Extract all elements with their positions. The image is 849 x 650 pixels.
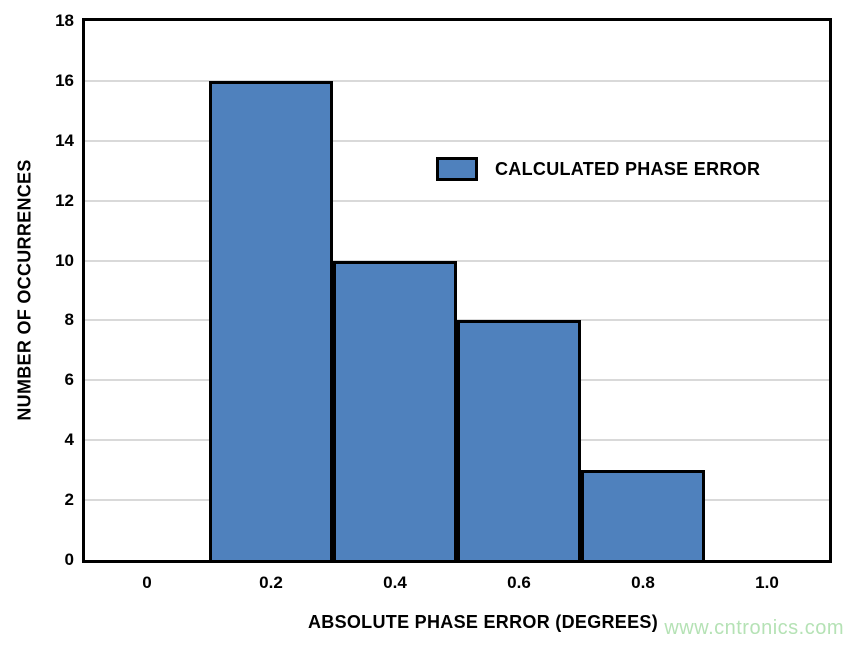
x-tick-label-0.6: 0.6 bbox=[507, 573, 531, 592]
x-tick-label-0.8: 0.8 bbox=[631, 573, 655, 592]
y-tick-label-10: 10 bbox=[55, 250, 74, 270]
y-tick-label-2: 2 bbox=[64, 490, 74, 510]
x-axis-title: ABSOLUTE PHASE ERROR (DEGREES) bbox=[307, 612, 659, 632]
y-tick-label-4: 4 bbox=[64, 430, 74, 450]
x-tick-label-0.2: 0.2 bbox=[259, 573, 283, 592]
y-tick-label-8: 8 bbox=[64, 310, 74, 330]
legend: CALCULATED PHASE ERROR bbox=[436, 157, 760, 181]
histogram-bar-2 bbox=[333, 260, 457, 560]
histogram-bar-4 bbox=[581, 470, 705, 560]
y-tick-label-18: 18 bbox=[55, 11, 74, 30]
y-tick-label-6: 6 bbox=[64, 370, 74, 390]
gridline-y-14 bbox=[85, 139, 829, 142]
gridline-y-10 bbox=[85, 259, 829, 262]
watermark: www.cntronics.com bbox=[664, 617, 844, 639]
histogram-bar-3 bbox=[457, 320, 581, 560]
gridline-y-12 bbox=[85, 199, 829, 202]
legend-swatch bbox=[436, 157, 478, 181]
y-tick-label-16: 16 bbox=[55, 70, 74, 90]
gridline-y-16 bbox=[85, 79, 829, 82]
plot-area: CALCULATED PHASE ERROR bbox=[82, 18, 832, 563]
legend-label: CALCULATED PHASE ERROR bbox=[495, 158, 761, 179]
x-axis-tick-labels: 0 0.2 0.4 0.6 0.8 1.0 bbox=[85, 573, 829, 597]
x-tick-label-1.0: 1.0 bbox=[755, 573, 779, 592]
y-tick-label-12: 12 bbox=[55, 190, 74, 210]
histogram-bar-1 bbox=[209, 80, 333, 560]
x-tick-label-0.4: 0.4 bbox=[383, 573, 407, 592]
y-tick-label-14: 14 bbox=[55, 130, 74, 150]
x-tick-label-0: 0 bbox=[142, 573, 152, 592]
y-axis-tick-labels: 0 2 4 6 8 10 12 14 16 18 bbox=[0, 11, 74, 569]
y-tick-label-0: 0 bbox=[64, 550, 74, 569]
